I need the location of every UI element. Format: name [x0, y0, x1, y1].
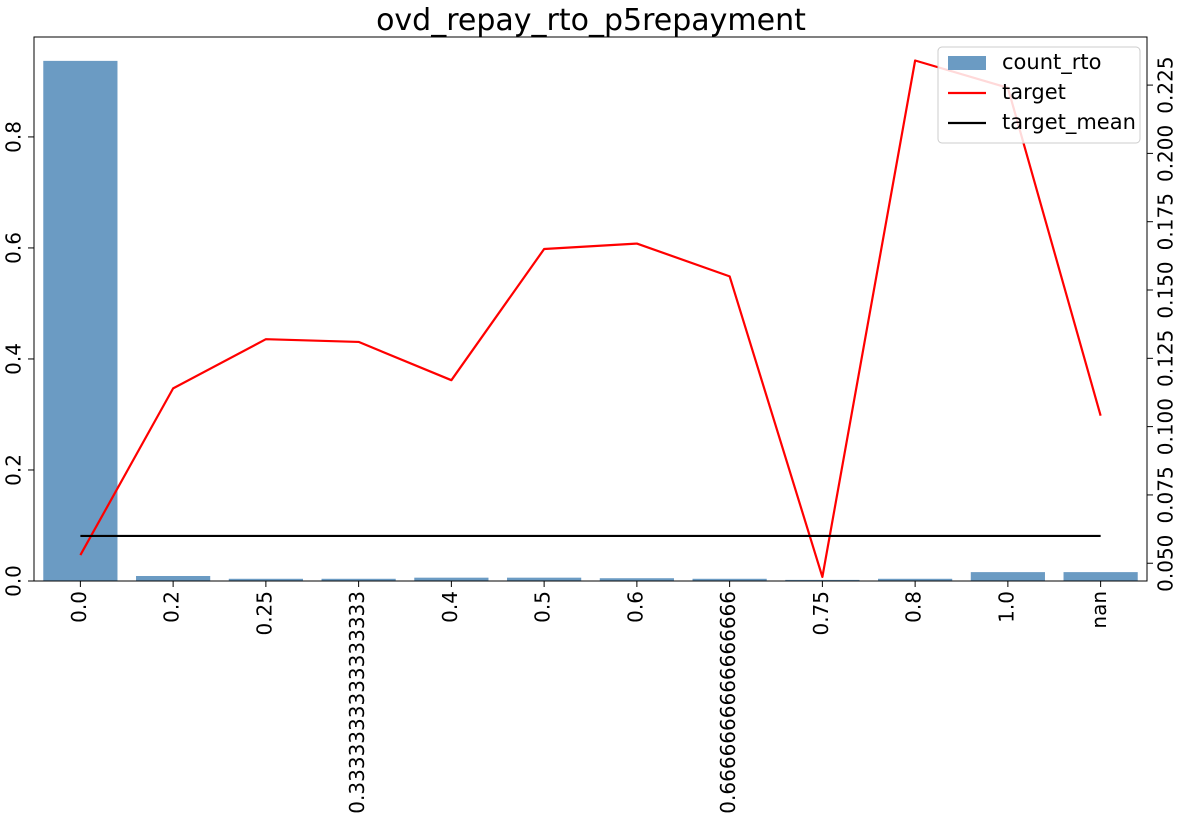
chart-title: ovd_repay_rto_p5repayment	[376, 3, 806, 38]
y-left-tick-label-2: 0.4	[2, 343, 26, 375]
x-tick-label-8: 0.75	[809, 591, 833, 636]
y-right-tick-label-1: 0.075	[1154, 466, 1178, 523]
x-tick-label-7: 0.6666666666666666	[716, 591, 740, 814]
bar-count_rto-0	[43, 60, 118, 582]
bar-count_rto-5	[507, 577, 582, 581]
line-target	[79, 59, 1102, 579]
y-left-tick-label-3: 0.6	[2, 232, 26, 264]
x-tick-label-11: nan	[1087, 591, 1111, 629]
bar-count_rto-2	[228, 578, 303, 581]
legend-label-target_mean: target_mean	[1002, 110, 1136, 135]
x-tick-label-10: 1.0	[994, 591, 1018, 623]
x-tick-label-5: 0.5	[531, 591, 555, 623]
y-right-tick-label-2: 0.100	[1154, 398, 1178, 455]
y-left-tick-label-0: 0.0	[2, 565, 26, 597]
plot-frame	[33, 36, 1148, 582]
x-tick-label-1: 0.2	[160, 591, 184, 623]
y-left-tick-label-1: 0.2	[2, 454, 26, 486]
x-tick-label-6: 0.6	[623, 591, 647, 623]
legend-box	[937, 46, 1141, 144]
y-right-tick-label-4: 0.150	[1154, 261, 1178, 318]
legend-swatch-count_rto	[948, 56, 986, 70]
bar-count_rto-9	[878, 578, 953, 581]
bar-count_rto-11	[1063, 572, 1138, 581]
bar-count_rto-6	[599, 578, 674, 581]
legend-label-target: target	[1002, 80, 1066, 104]
bar-count_rto-8	[785, 579, 860, 581]
bar-count_rto-3	[321, 578, 396, 581]
bar-count_rto-7	[692, 578, 767, 581]
y-right-tick-label-6: 0.200	[1154, 125, 1178, 182]
legend-label-count_rto: count_rto	[1002, 50, 1101, 75]
y-right-tick-label-3: 0.125	[1154, 330, 1178, 387]
x-tick-label-0: 0.0	[67, 591, 91, 623]
y-right-tick-label-0: 0.050	[1154, 535, 1178, 592]
bar-count_rto-1	[136, 576, 211, 581]
x-tick-label-2: 0.25	[252, 591, 276, 636]
y-left-tick-label-4: 0.8	[2, 121, 26, 153]
x-tick-label-3: 0.3333333333333333	[345, 591, 369, 814]
bar-count_rto-4	[414, 577, 489, 581]
y-right-tick-label-5: 0.175	[1154, 193, 1178, 250]
x-tick-label-9: 0.8	[902, 591, 926, 623]
y-right-tick-label-7: 0.225	[1154, 56, 1178, 113]
bar-count_rto-10	[970, 572, 1045, 581]
x-tick-label-4: 0.4	[438, 591, 462, 623]
